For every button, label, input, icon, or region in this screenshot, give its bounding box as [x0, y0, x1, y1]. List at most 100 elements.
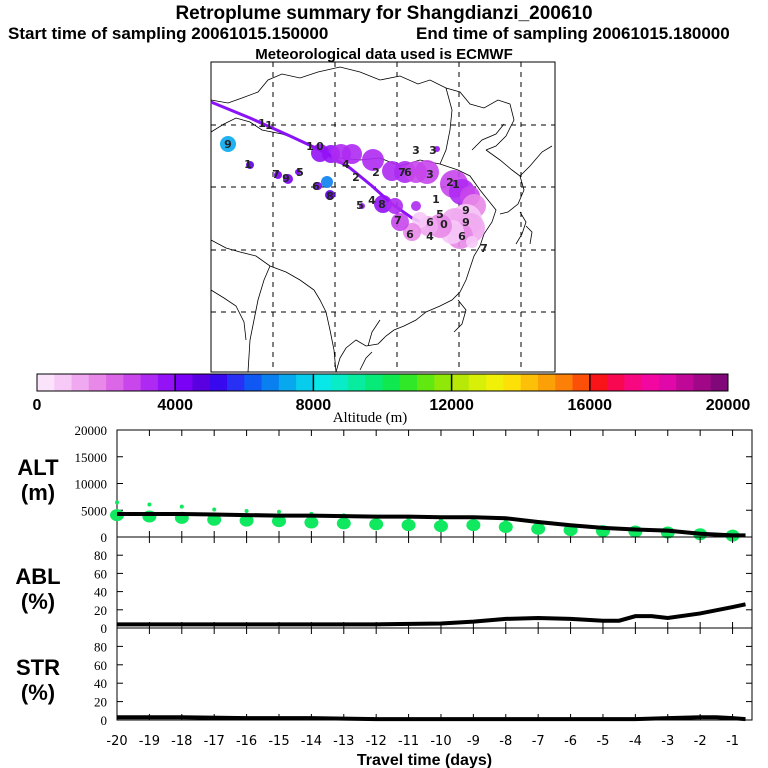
colorbar-tick-label: 4000: [157, 397, 193, 414]
colorbar-tick-label: 0: [33, 397, 42, 414]
y-tick-label: 15000: [75, 450, 108, 465]
altitude-spread-marker: [336, 517, 351, 530]
x-tick-label: -11: [398, 734, 419, 749]
cluster-label: 7: [394, 214, 402, 227]
x-tick-label: -18: [171, 734, 192, 749]
altitude-spread-dot: [244, 508, 249, 513]
altitude-spread-marker: [498, 520, 513, 533]
colorbar-cell: [106, 374, 124, 391]
colorbar-cell: [399, 374, 418, 391]
y-tick-label: 40: [94, 676, 107, 691]
altitude-spread-dot: [212, 507, 217, 512]
colorbar-frame: [36, 373, 729, 392]
cluster-label: 1: [452, 178, 460, 191]
y-tick-label: 0: [101, 621, 108, 636]
colorbar-cell: [503, 374, 522, 391]
cluster-label: 1: [258, 117, 266, 130]
series-line-alt: [117, 511, 746, 538]
colorbar-cell: [71, 374, 90, 391]
cluster-label: 1: [306, 140, 314, 153]
altitude-spread-dot: [115, 500, 119, 505]
end-time-label: End time of sampling 20061015.180000: [416, 24, 730, 43]
colorbar-cell: [296, 374, 314, 391]
cluster-label: 9: [282, 172, 290, 185]
y-axis-label: STR: [16, 655, 60, 680]
cluster-marker: [274, 171, 282, 179]
cluster-marker: [342, 144, 362, 164]
cluster-marker: [321, 176, 333, 188]
met-data-label: Meteorological data used is ECMWF: [255, 46, 513, 63]
cluster-marker: [283, 174, 293, 184]
colorbar-cell: [676, 374, 694, 391]
panel-alt: 0 5000 10000 15000 20000 ALT(m): [17, 423, 753, 545]
series-line-abl: [117, 602, 746, 627]
time-series-panels: 05000100001500020000ALT(m)020406080ABL(%…: [15, 423, 753, 768]
colorbar-cell: [365, 374, 383, 391]
y-axis-unit: (m): [21, 480, 55, 505]
colorbar-cell: [157, 374, 176, 391]
y-tick-label: 40: [94, 585, 107, 600]
y-axis-label: ABL: [15, 564, 60, 589]
colorbar-cell: [589, 374, 608, 391]
cluster-marker: [387, 198, 403, 214]
colorbar-cell: [37, 374, 55, 391]
altitude-colorbar: 0 4000 8000 12000 16000 20000 Altitude (m): [33, 373, 750, 426]
x-axis-label: Travel time (days): [357, 752, 492, 768]
cluster-marker: [220, 136, 236, 152]
colorbar-cell: [468, 374, 487, 391]
colorbar-cell: [451, 374, 470, 391]
x-tick-label: -6: [564, 734, 577, 749]
colorbar-cell: [658, 374, 677, 391]
cluster-label: 4: [342, 158, 350, 171]
altitude-spread-marker: [401, 519, 416, 532]
altitude-spread-marker: [304, 516, 319, 529]
x-tick-label: -14: [301, 734, 322, 749]
colorbar-cell: [607, 374, 625, 391]
colorbar-cell: [710, 374, 729, 391]
altitude-spread-marker: [271, 515, 286, 528]
colorbar-tick-label: 8000: [296, 397, 332, 414]
altitude-spread-dot: [147, 502, 152, 507]
x-tick-label: -13: [333, 734, 354, 749]
y-axis-unit: (%): [21, 589, 55, 614]
cluster-marker: [295, 169, 301, 175]
colorbar-cell: [624, 374, 643, 391]
colorbar-cell: [192, 374, 211, 391]
colorbar-cell: [382, 374, 401, 391]
colorbar-cell: [227, 374, 245, 391]
altitude-spread-marker: [433, 520, 448, 533]
x-tick-label: -5: [596, 734, 609, 749]
colorbar-cell: [641, 374, 660, 391]
cluster-label: 0: [440, 218, 448, 231]
colorbar-tick-label: 16000: [568, 397, 613, 414]
cluster-label: 8: [378, 198, 386, 211]
x-tick-label: -3: [661, 734, 674, 749]
cluster-label: 7: [398, 166, 406, 179]
y-tick-label: 0: [101, 713, 108, 728]
colorbar-cell: [278, 374, 297, 391]
cluster-label: 6: [312, 180, 320, 193]
altitude-spread-marker: [369, 518, 384, 531]
cluster-marker: [314, 182, 322, 190]
x-tick-label: -20: [106, 734, 127, 749]
colorbar-cell: [261, 374, 280, 391]
cluster-label: 3: [429, 144, 437, 157]
x-tick-label: -1: [726, 734, 739, 749]
colorbar-cell: [54, 374, 73, 391]
cluster-label: 6: [426, 216, 434, 229]
cluster-marker: [391, 213, 409, 231]
cluster-label: 5: [356, 199, 364, 212]
altitude-spread-dot: [179, 504, 184, 509]
cluster-label: 3: [412, 144, 420, 157]
x-tick-label: -4: [629, 734, 642, 749]
cluster-marker: [362, 149, 384, 171]
cluster-marker: [359, 203, 365, 209]
cluster-label: 6: [404, 166, 412, 179]
cluster-label: 9: [462, 216, 470, 229]
x-tick-label: -15: [268, 734, 289, 749]
cluster-label: 3: [426, 168, 434, 181]
cluster-marker: [415, 160, 439, 184]
cluster-marker: [403, 223, 421, 241]
